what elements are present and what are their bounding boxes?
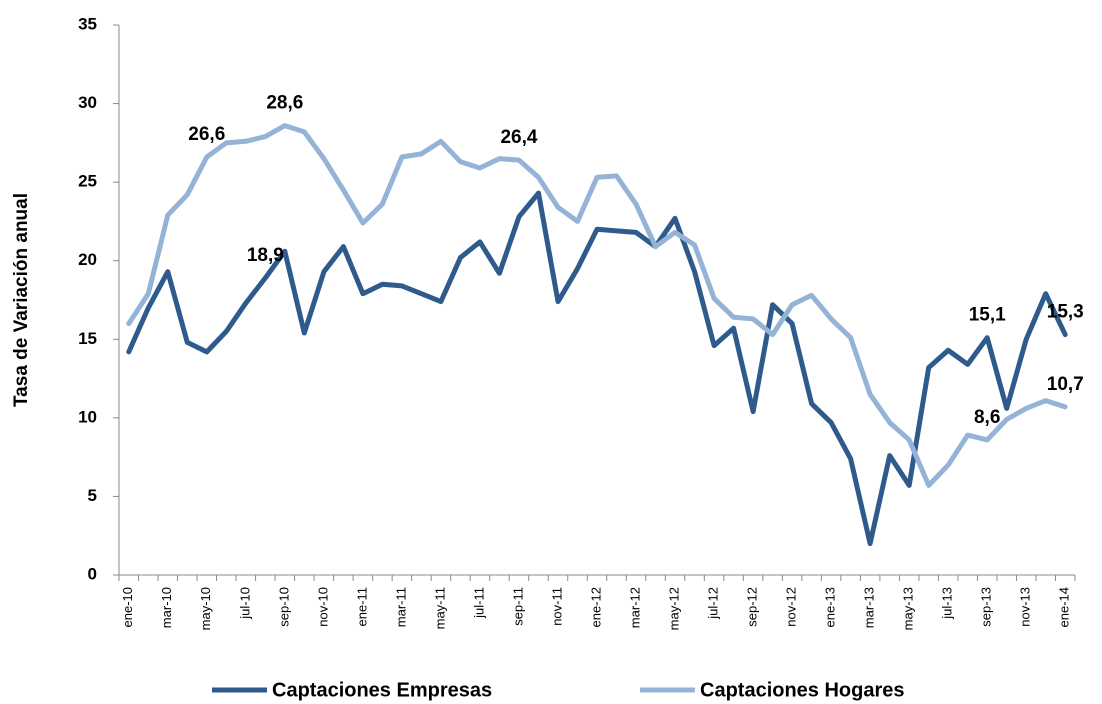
x-tick-label: sep-12 bbox=[745, 587, 760, 627]
x-tick-label: sep-13 bbox=[979, 587, 994, 627]
y-tick-label: 35 bbox=[78, 14, 97, 33]
x-tick-label: nov-12 bbox=[784, 587, 799, 627]
data-label: 15,1 bbox=[969, 305, 1006, 326]
data-label: 26,6 bbox=[188, 124, 225, 145]
x-tick-label: ene-14 bbox=[1057, 587, 1072, 627]
x-tick-label: nov-11 bbox=[549, 587, 564, 626]
data-label: 26,4 bbox=[500, 127, 537, 148]
x-tick-label: jul-10 bbox=[237, 587, 252, 620]
x-tick-label: sep-10 bbox=[276, 587, 291, 627]
x-tick-label: ene-12 bbox=[588, 587, 603, 627]
x-tick-label: ene-11 bbox=[354, 587, 369, 627]
y-tick-label: 0 bbox=[88, 564, 97, 583]
y-tick-label: 30 bbox=[78, 93, 97, 112]
x-tick-label: nov-10 bbox=[315, 587, 330, 627]
x-tick-label: nov-13 bbox=[1018, 587, 1033, 627]
data-label: 15,3 bbox=[1047, 302, 1084, 323]
x-tick-label: may-13 bbox=[901, 587, 916, 630]
x-tick-label: jul-11 bbox=[471, 587, 486, 619]
x-tick-label: may-11 bbox=[432, 587, 447, 629]
y-axis-title: Tasa de Variación anual bbox=[11, 193, 32, 407]
series-line bbox=[126, 123, 1068, 488]
y-tick-label: 15 bbox=[78, 329, 97, 348]
y-tick-label: 10 bbox=[78, 407, 97, 426]
y-tick-label: 5 bbox=[88, 486, 97, 505]
x-tick-label: may-12 bbox=[666, 587, 681, 630]
x-tick-label: ene-13 bbox=[823, 587, 838, 627]
x-tick-label: ene-10 bbox=[120, 587, 135, 627]
legend-label: Captaciones Hogares bbox=[700, 679, 905, 701]
x-tick-label: jul-12 bbox=[705, 587, 720, 620]
legend-label: Captaciones Empresas bbox=[272, 679, 492, 701]
x-tick-label: mar-10 bbox=[159, 587, 174, 628]
y-tick-label: 20 bbox=[78, 250, 97, 269]
x-tick-label: mar-13 bbox=[862, 587, 877, 628]
x-tick-label: jul-13 bbox=[940, 587, 955, 620]
x-tick-label: sep-11 bbox=[510, 587, 525, 626]
data-label: 18,9 bbox=[247, 245, 284, 266]
x-tick-label: may-10 bbox=[198, 587, 213, 630]
data-label: 28,6 bbox=[266, 93, 303, 114]
data-label: 8,6 bbox=[974, 407, 1000, 428]
series-line bbox=[126, 190, 1068, 547]
x-tick-label: mar-11 bbox=[393, 587, 408, 627]
y-tick-label: 25 bbox=[78, 172, 97, 191]
x-tick-label: mar-12 bbox=[627, 587, 642, 628]
data-label: 10,7 bbox=[1047, 374, 1084, 395]
